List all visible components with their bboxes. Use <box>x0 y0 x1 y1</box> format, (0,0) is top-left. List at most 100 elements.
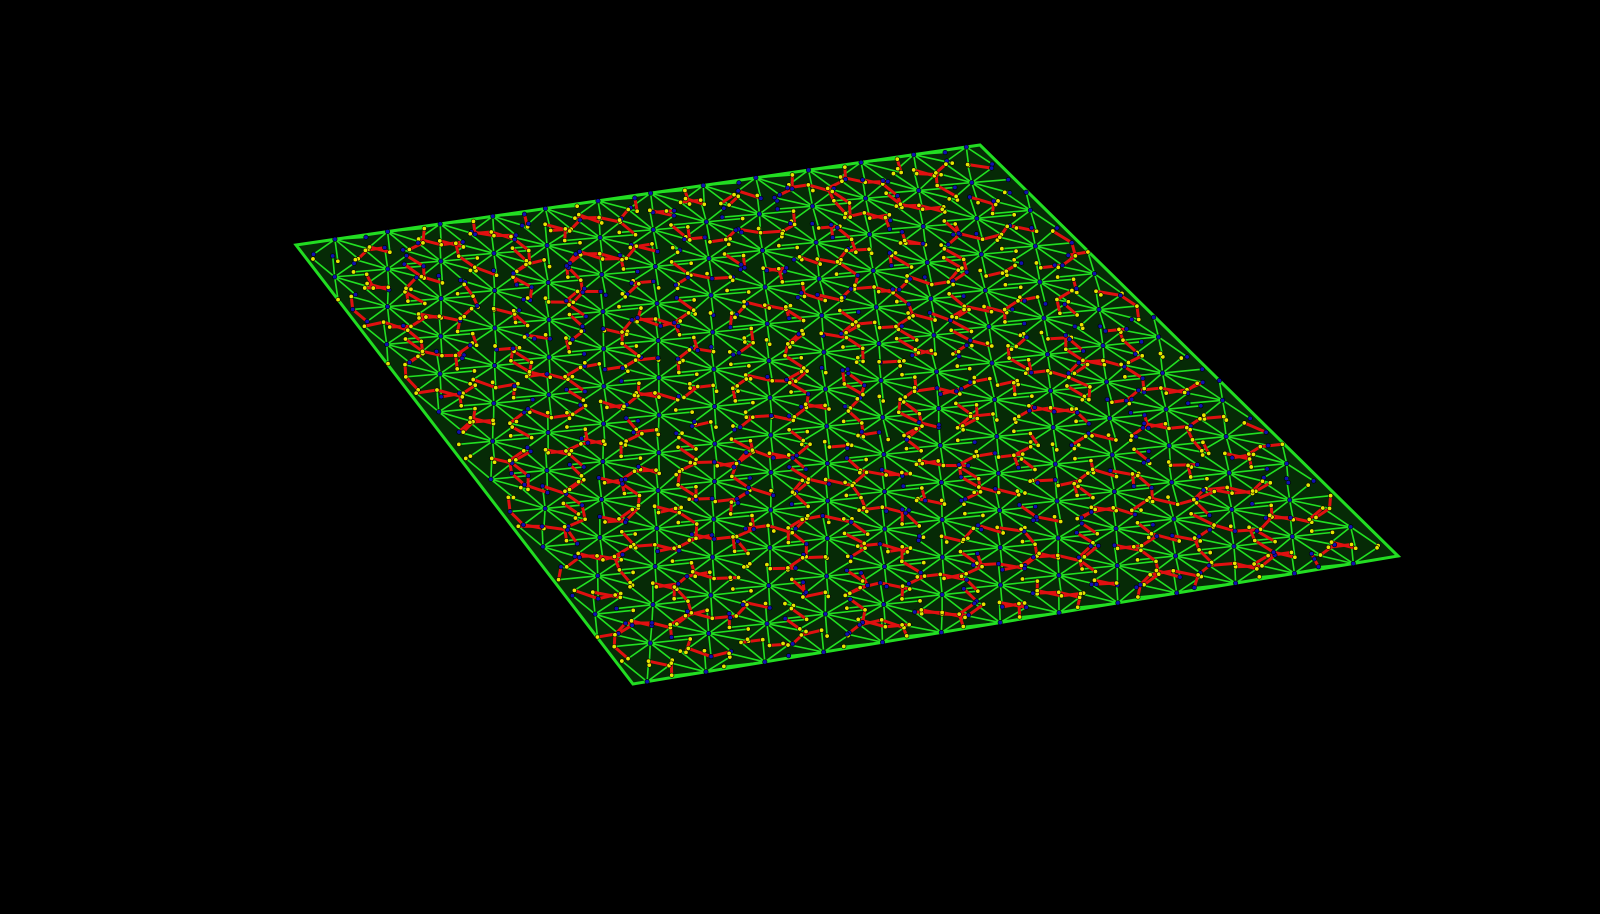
spoke-edge <box>705 221 731 240</box>
spoke-edge <box>823 351 849 370</box>
vertex <box>1055 264 1061 270</box>
spoke-edge <box>734 546 771 553</box>
ring-edge <box>1073 471 1089 485</box>
spoke-edge <box>1019 500 1058 506</box>
ring-edge <box>962 587 978 603</box>
spoke-edge <box>737 177 757 192</box>
ring-edge <box>1195 490 1215 501</box>
vertex <box>857 470 863 476</box>
spoke-edge <box>528 356 550 373</box>
vertex <box>975 588 981 594</box>
vertex <box>900 583 906 589</box>
spoke-edge <box>1126 399 1167 411</box>
spoke-edge <box>826 500 830 523</box>
spoke-edge <box>1203 399 1224 416</box>
vertex <box>943 161 949 167</box>
vertex <box>489 455 495 461</box>
spoke-edge <box>767 319 804 325</box>
vertex <box>1110 505 1116 511</box>
vertex <box>676 369 682 375</box>
vertex <box>631 468 637 474</box>
vertex <box>419 348 425 354</box>
vertex <box>474 342 480 348</box>
vertex <box>958 498 964 504</box>
spoke-edge <box>490 478 514 499</box>
spoke-edge <box>933 330 972 336</box>
spoke-edge <box>984 274 1008 291</box>
vertex <box>402 362 408 368</box>
vertex <box>799 477 805 483</box>
ring-edge <box>969 195 997 206</box>
spoke-edge <box>878 339 917 345</box>
spoke-edge <box>730 322 768 328</box>
spoke-edge <box>826 410 849 427</box>
vertex <box>809 221 815 227</box>
spoke-edge <box>879 582 885 605</box>
vertex <box>877 541 883 547</box>
ring-edge <box>1125 389 1140 402</box>
spoke-edge <box>492 426 513 442</box>
vertex <box>995 561 1001 567</box>
spoke-edge <box>1032 463 1056 482</box>
spoke-edge <box>583 273 603 290</box>
spoke-edge <box>1311 526 1351 532</box>
vertex <box>1095 543 1101 549</box>
vertex <box>633 357 639 363</box>
spoke-edge <box>594 613 619 635</box>
vertex <box>618 453 624 459</box>
vertex <box>727 574 733 580</box>
vertex <box>760 637 766 643</box>
vertex <box>516 345 522 351</box>
vertex <box>774 198 780 204</box>
vertex <box>1056 589 1062 595</box>
vertex <box>656 285 662 291</box>
vertex <box>525 295 531 301</box>
vertex <box>513 457 519 463</box>
vertex <box>1012 416 1018 422</box>
vertex <box>1058 593 1064 599</box>
ring-edge <box>785 308 805 322</box>
spoke-edge <box>884 551 908 568</box>
vertex <box>1194 462 1200 468</box>
vertex <box>1011 452 1017 458</box>
vertex <box>712 441 718 447</box>
vertex <box>567 228 573 234</box>
spoke-edge <box>1093 272 1123 295</box>
spoke-edge <box>387 254 407 270</box>
ring-edge <box>961 417 978 428</box>
vertex <box>981 304 987 310</box>
vertex <box>1035 294 1041 300</box>
vertex <box>1246 451 1252 457</box>
vertex <box>1080 348 1086 354</box>
ring-edge <box>1234 561 1258 571</box>
spoke-edge <box>569 460 603 466</box>
spoke-edge <box>1229 468 1268 474</box>
spoke-edge <box>859 586 885 605</box>
spoke-edge <box>1075 273 1095 290</box>
vertex <box>1076 442 1082 448</box>
spoke-edge <box>863 528 886 545</box>
spoke-edge <box>678 368 714 374</box>
vertex <box>1185 400 1191 406</box>
spoke-edge <box>821 311 859 317</box>
vertex <box>810 203 816 209</box>
spoke-edge <box>1124 372 1163 378</box>
vertex <box>906 581 912 587</box>
ring-edge <box>1136 521 1153 535</box>
spoke-edge <box>1254 535 1293 542</box>
vertex <box>1200 452 1206 458</box>
vertex <box>439 353 445 359</box>
vertex <box>520 522 526 528</box>
vertex <box>959 265 965 271</box>
vertex <box>712 498 718 504</box>
vertex <box>1002 319 1008 325</box>
spoke-edge <box>918 407 940 424</box>
spoke-edge <box>658 414 696 425</box>
spoke-edge <box>438 396 463 413</box>
vertex <box>556 577 562 583</box>
vertex <box>635 503 641 509</box>
vertex <box>883 472 889 478</box>
spoke-edge <box>940 466 961 484</box>
vertex <box>649 620 655 626</box>
spoke-edge <box>702 185 706 205</box>
